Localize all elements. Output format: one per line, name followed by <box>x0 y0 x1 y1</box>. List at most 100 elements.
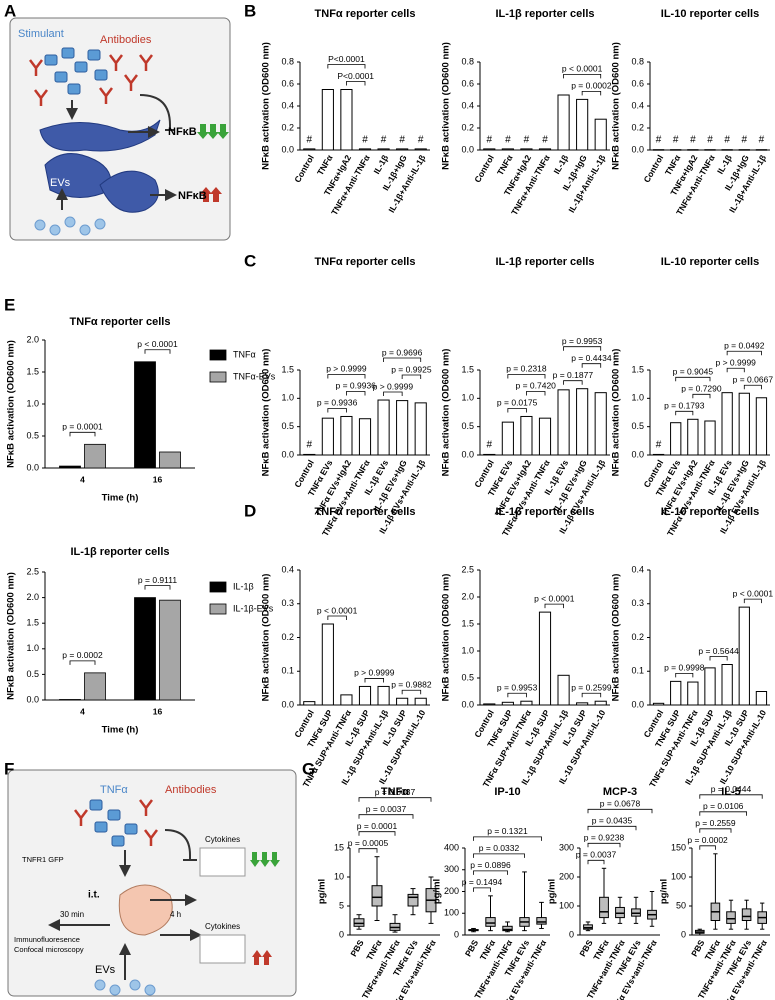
bracket <box>699 794 763 799</box>
bar <box>134 597 156 701</box>
bracket <box>743 598 762 604</box>
panel-label: B <box>244 1 256 20</box>
y-axis-label: NFκB activation (OD600 nm) <box>441 349 452 477</box>
y-tick-label: 0.5 <box>631 421 644 431</box>
comparison-label: p = 0.9696 <box>382 347 423 357</box>
legend-label: TNFα-EVs <box>233 371 276 381</box>
comparison-label: p > 0.9999 <box>326 364 367 374</box>
label: 4 h <box>170 910 181 919</box>
comparison-label: p = 0.2559 <box>695 818 736 828</box>
label: EVs <box>50 177 71 189</box>
bar <box>501 421 514 456</box>
bracket <box>699 811 747 816</box>
marker: # <box>487 135 493 146</box>
comparison-label: p = 0.1494 <box>462 877 503 887</box>
mouse <box>118 884 173 936</box>
y-tick-label: 0.4 <box>281 100 294 110</box>
bar <box>755 397 768 456</box>
bar <box>321 623 334 706</box>
box <box>407 893 419 907</box>
bracket <box>675 672 694 678</box>
comparison-label: p = 0.1877 <box>553 370 594 380</box>
comparison-label: p = 0.0002 <box>571 81 612 91</box>
y-tick-label: 10 <box>334 871 344 881</box>
legend-label: IL-1β <box>233 581 254 591</box>
box <box>726 911 736 924</box>
diagram-a: Stimulant Antibodies NFκB NFκB EVs <box>9 17 231 241</box>
bracket <box>544 603 564 609</box>
x-tick-label: PBS <box>348 938 366 958</box>
x-tick-label: IL-1β <box>551 153 570 176</box>
y-tick-label: 0.2 <box>281 122 294 132</box>
bar <box>159 451 181 469</box>
x-tick-label: IL-1β <box>371 153 390 176</box>
y-tick-label: 0.0 <box>631 699 644 709</box>
marker: # <box>505 135 511 146</box>
bar <box>396 148 409 151</box>
bar <box>358 685 372 706</box>
box <box>353 918 365 927</box>
comparison-label: p = 0.2599 <box>571 682 612 692</box>
bar <box>483 453 496 456</box>
x-tick-label: 16 <box>153 474 163 484</box>
bracket <box>726 367 745 373</box>
label: EVs <box>95 964 116 976</box>
y-tick-label: 0.2 <box>281 632 294 642</box>
bar <box>576 98 589 151</box>
y-tick-label: 2.5 <box>461 564 474 574</box>
y-tick-label: 0.5 <box>26 430 39 440</box>
y-tick-label: 50 <box>676 900 686 910</box>
comparison-label: p = 0.0001 <box>357 821 398 831</box>
bracket <box>346 81 366 86</box>
label: Stimulant <box>18 28 64 40</box>
label: TNFα <box>100 784 128 796</box>
y-tick-label: 2.5 <box>26 566 39 576</box>
bar <box>59 699 81 701</box>
bar <box>414 402 427 456</box>
comparison-label: p = 0.0444 <box>711 784 752 794</box>
marker: # <box>759 135 765 146</box>
comparison-label: p = 0.9238 <box>584 833 625 843</box>
bar <box>340 694 353 706</box>
bracket <box>563 346 602 351</box>
bar <box>557 389 570 456</box>
bracket <box>473 836 542 841</box>
comparison-label: p < 0.0001 <box>562 64 603 74</box>
bracket <box>709 656 728 661</box>
panel-label: F <box>4 759 14 778</box>
comparison-label: p = 0.4434 <box>571 353 612 363</box>
down-arrows <box>250 852 280 867</box>
chart-title: MCP-3 <box>603 786 637 798</box>
bar <box>414 697 427 706</box>
bracket <box>383 357 422 363</box>
comparison-label: p = 0.0001 <box>62 422 103 432</box>
chart-title: TNFα <box>381 786 409 798</box>
chart-title: TNFα reporter cells <box>315 506 416 518</box>
label: 30 min <box>60 910 84 919</box>
panel-label: D <box>244 501 256 520</box>
bar <box>358 418 372 456</box>
y-tick-label: 100 <box>671 871 686 881</box>
bar <box>652 149 665 151</box>
x-tick-label: 16 <box>153 706 163 716</box>
comparison-label: p < 0.0001 <box>534 593 575 603</box>
comparison-label: p = 0.9936 <box>336 381 377 391</box>
bar <box>321 417 334 456</box>
chart-title: IL-1β reporter cells <box>495 506 594 518</box>
comparison-label: p = 0.0896 <box>470 860 511 870</box>
marker: # <box>487 440 493 451</box>
y-tick-label: 1.5 <box>461 364 474 374</box>
inhibit-line <box>139 94 175 131</box>
comparison-label: p = 0.0005 <box>348 838 389 848</box>
bar <box>755 149 768 151</box>
cells <box>39 119 161 213</box>
y-axis-label: NFκB activation (OD600 nm) <box>611 574 622 702</box>
chart-title: IL-10 reporter cells <box>661 506 759 518</box>
comparison-label: p = 0.0175 <box>497 398 538 408</box>
marker: # <box>399 135 405 146</box>
y-tick-label: 0.5 <box>461 672 474 682</box>
marker: # <box>418 135 424 146</box>
y-tick-label: 0.6 <box>631 78 644 88</box>
bracket <box>743 384 762 390</box>
